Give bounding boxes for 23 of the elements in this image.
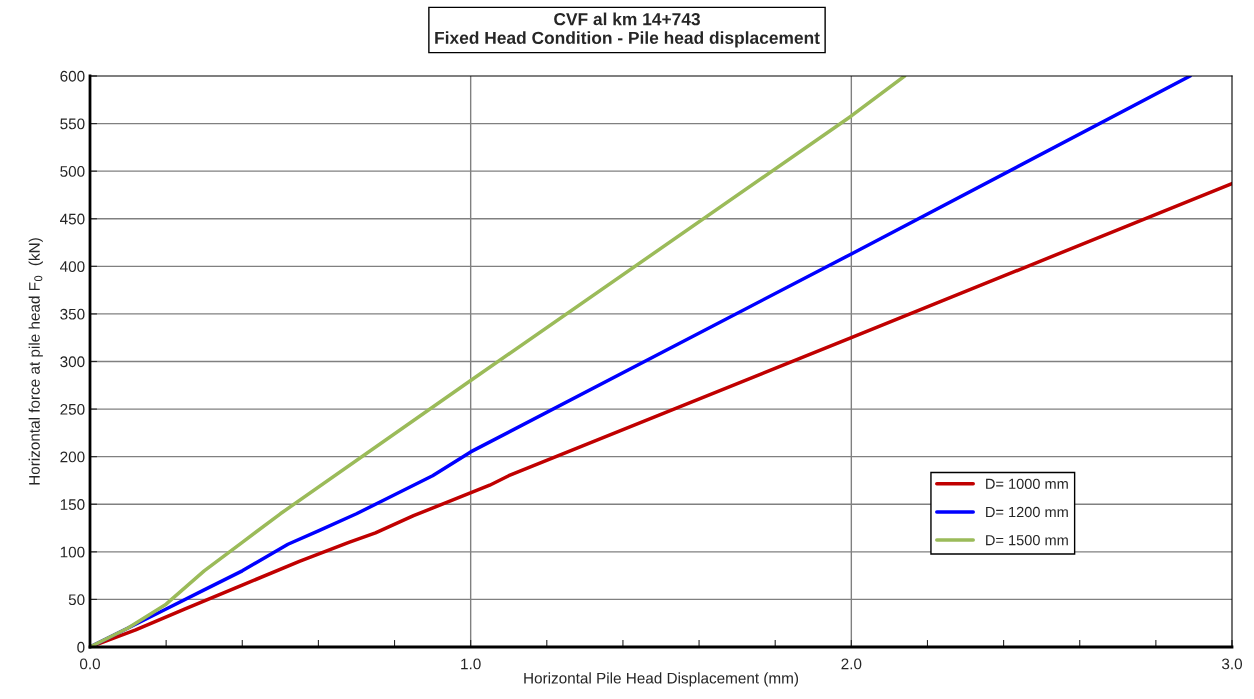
legend-label: D= 1200 mm <box>986 506 1068 518</box>
legend-label: D= 1000 mm <box>986 478 1068 489</box>
y-tick-label: 350 <box>60 308 85 320</box>
y-tick-label: 300 <box>60 356 85 368</box>
y-tick-label: 200 <box>60 451 85 463</box>
x-tick-label: 0.0 <box>79 658 101 670</box>
y-tick-label: 600 <box>60 70 85 82</box>
y-tick-label: 50 <box>68 594 85 606</box>
y-tick-label: 0 <box>77 641 85 653</box>
x-axis-title: Horizontal Pile Head Displacement (mm) <box>524 672 799 687</box>
x-tick-label: 3.0 <box>1221 658 1243 670</box>
y-tick-label: 150 <box>60 499 85 510</box>
y-tick-label: 450 <box>60 213 85 225</box>
y-tick-label: 550 <box>60 118 85 130</box>
chart-title: CVF al km 14+743 Fixed Head Condition - Pile head displacement <box>435 12 820 48</box>
x-tick-label: 1.0 <box>461 658 481 670</box>
y-tick-label: 500 <box>60 166 85 177</box>
x-tick-label: 2.0 <box>841 658 862 670</box>
y-tick-label: 400 <box>60 261 85 273</box>
y-tick-label: 100 <box>60 546 85 558</box>
legend-label: D= 1500 mm <box>986 535 1068 546</box>
y-axis-title: Horizontal force at pile head F$_{0}$ (kN) <box>28 238 43 485</box>
y-tick-label: 250 <box>60 403 85 415</box>
